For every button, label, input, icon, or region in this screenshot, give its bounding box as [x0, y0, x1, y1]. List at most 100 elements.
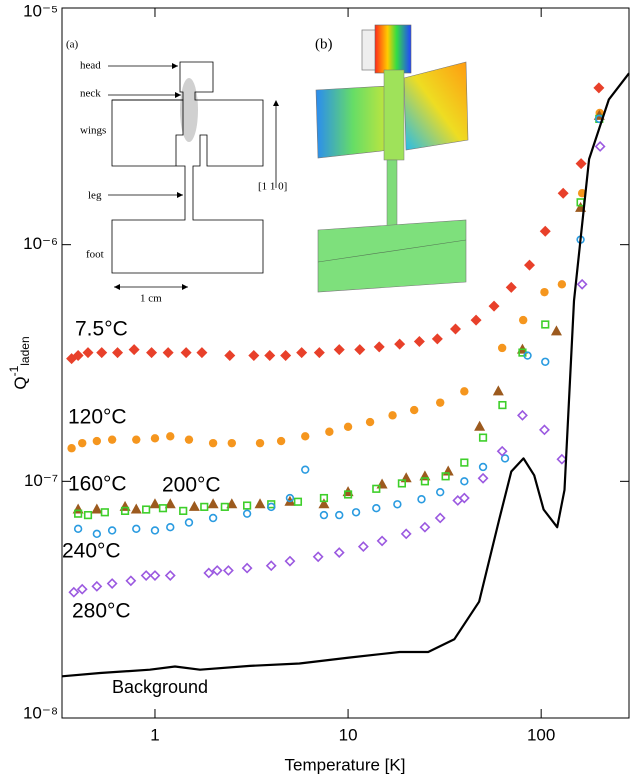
data-point: [461, 459, 468, 466]
y-tick-label: 10⁻⁵: [23, 1, 58, 20]
x-tick-label: 1: [150, 725, 159, 744]
data-point: [335, 548, 344, 557]
y-label-sup: -1: [7, 365, 21, 376]
inset-label: (b): [315, 36, 333, 52]
data-point: [421, 523, 430, 532]
data-point: [180, 508, 187, 515]
data-point: [286, 557, 295, 566]
data-point: [558, 188, 569, 199]
data-point: [461, 478, 468, 485]
line: [62, 73, 629, 676]
data-point: [474, 421, 485, 431]
data-point: [489, 301, 500, 312]
direction-label: [1 1 0]: [258, 181, 287, 193]
data-point: [213, 566, 222, 575]
data-point: [280, 350, 291, 361]
data-point: [596, 142, 605, 151]
data-point: [302, 466, 309, 473]
data-point: [344, 423, 352, 431]
data-point: [166, 432, 174, 440]
data-point: [353, 509, 360, 516]
data-point: [67, 444, 75, 452]
data-point: [151, 434, 159, 442]
data-point: [143, 506, 150, 513]
data-point: [373, 505, 380, 512]
data-point: [109, 527, 116, 534]
data-point: [366, 418, 374, 426]
data-point: [248, 350, 259, 361]
data-point: [336, 512, 343, 519]
data-point: [436, 398, 444, 406]
data-point: [506, 282, 517, 293]
data-point: [129, 344, 140, 355]
plot-area: [62, 73, 629, 676]
data-point: [243, 564, 252, 573]
y-label-base: Q: [11, 376, 30, 389]
data-point: [321, 512, 328, 519]
data-point: [471, 315, 482, 326]
data-point: [296, 347, 307, 358]
data-point: [244, 510, 251, 517]
data-point: [131, 504, 142, 514]
data-point: [450, 324, 461, 335]
x-tick-label: 100: [527, 725, 555, 744]
data-point: [151, 571, 160, 580]
data-point: [91, 504, 102, 514]
foot: [318, 220, 466, 292]
part-label: head: [80, 60, 101, 72]
data-point: [519, 316, 527, 324]
data-point: [108, 435, 116, 443]
data-point: [558, 280, 566, 288]
data-point: [152, 527, 159, 534]
data-point: [414, 336, 425, 347]
data-point: [377, 478, 388, 488]
data-point: [244, 502, 251, 509]
data-point: [314, 552, 323, 561]
series-label: 120°C: [68, 406, 127, 429]
data-point: [432, 333, 443, 344]
data-point: [93, 437, 101, 445]
data-point: [480, 434, 487, 441]
data-point: [93, 530, 100, 537]
data-point: [132, 435, 140, 443]
data-point: [524, 260, 535, 271]
data-point: [146, 347, 157, 358]
data-point: [75, 525, 82, 532]
data-point: [96, 347, 107, 358]
data-point: [295, 498, 302, 505]
data-point: [108, 579, 117, 588]
data-point: [540, 226, 551, 237]
wing-notch: [112, 100, 183, 166]
part-label: wings: [80, 125, 106, 137]
wing-left: [316, 86, 390, 158]
series-label: Background: [112, 677, 208, 697]
data-point: [224, 566, 233, 575]
data-point: [186, 519, 193, 526]
data-point: [394, 339, 405, 350]
data-point: [301, 432, 309, 440]
scale-label: 1 cm: [140, 293, 162, 305]
data-point: [142, 571, 151, 580]
data-point: [277, 437, 285, 445]
data-point: [551, 325, 562, 335]
chart: Temperature [K] Q-1laden (a) head neck w…: [0, 0, 630, 783]
data-point: [499, 402, 506, 409]
data-point: [264, 350, 275, 361]
data-point: [540, 426, 549, 435]
data-point: [436, 514, 445, 523]
data-point: [354, 344, 365, 355]
part-label: neck: [80, 88, 101, 100]
inset-a: (a) head neck wings leg foot [1 1 0] 1 c…: [66, 39, 287, 305]
data-point: [185, 435, 193, 443]
data-point: [224, 350, 235, 361]
data-point: [149, 498, 160, 508]
data-point: [394, 501, 401, 508]
data-point: [102, 509, 109, 516]
x-axis-label: Temperature [K]: [285, 755, 406, 774]
inset-b: (b): [315, 25, 468, 292]
data-point: [205, 569, 214, 578]
data-point: [542, 358, 549, 365]
inset-label: (a): [66, 39, 79, 51]
data-point: [576, 158, 587, 169]
series-label: 160°C: [68, 473, 127, 496]
